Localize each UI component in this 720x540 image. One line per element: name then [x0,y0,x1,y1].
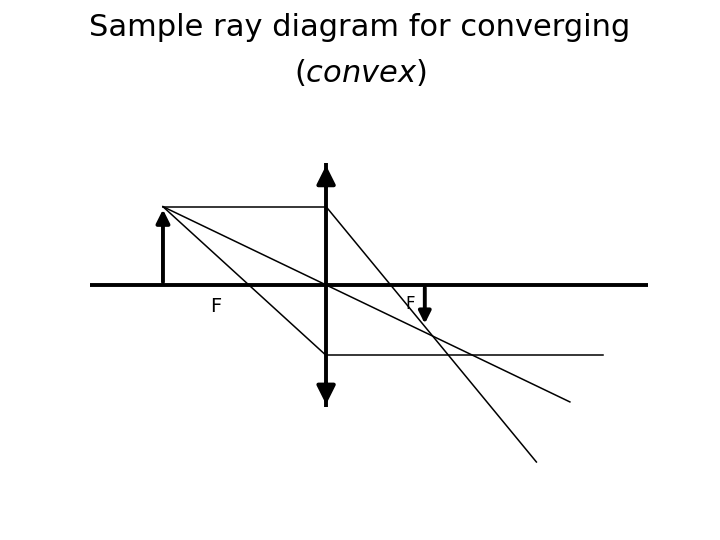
Text: ($\mathit{convex}$): ($\mathit{convex}$) [294,57,426,87]
Text: F: F [210,297,222,316]
Text: Sample ray diagram for converging: Sample ray diagram for converging [89,14,631,43]
Text: F: F [405,295,415,313]
